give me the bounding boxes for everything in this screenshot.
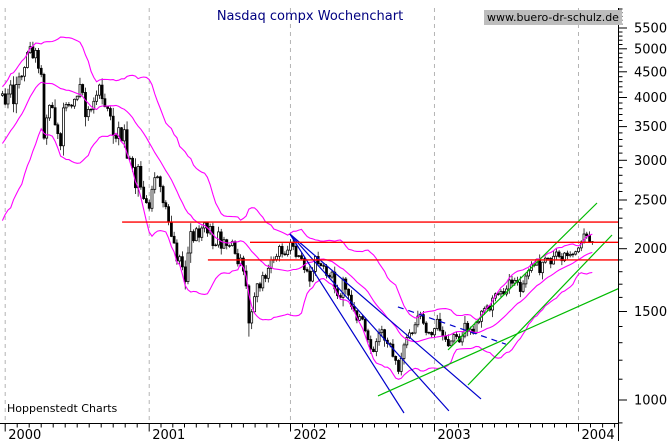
- trend-lines: [289, 202, 619, 414]
- resistance-levels: [122, 221, 619, 261]
- candlesticks: [1, 41, 594, 376]
- x-axis-year-label: 2000: [8, 428, 41, 441]
- trendline-rally-support: [377, 287, 619, 397]
- trendline-broken-support-dashed: [397, 306, 507, 345]
- bollinger-middle: [1, 81, 593, 343]
- y-axis-price-label: 5500: [634, 22, 667, 37]
- x-axis-year-label: 2001: [152, 428, 185, 441]
- y-axis-ticks: 1000 1500 2000 2500 3000 3500 4000 4500 5000 5500: [618, 8, 667, 424]
- y-axis-price-label: 1000: [634, 394, 667, 409]
- x-axis-year-label: 2003: [438, 428, 471, 441]
- plot-area: [1, 36, 619, 414]
- chart-title: Nasdaq compx Wochenchart: [216, 9, 404, 24]
- year-gridlines: [4, 8, 579, 424]
- y-axis-price-label: 1500: [634, 305, 667, 320]
- trendline-downtrend-fan-2: [289, 233, 450, 412]
- y-axis-price-label: 3000: [634, 154, 667, 169]
- y-axis-price-label: 2500: [634, 194, 667, 209]
- bollinger-lower: [1, 127, 593, 380]
- y-axis-price-label: 4000: [634, 91, 667, 106]
- x-axis-year-label: 2002: [294, 428, 327, 441]
- y-axis-price-label: 4500: [634, 65, 667, 80]
- trendline-rally-channel-upper: [447, 202, 598, 351]
- trendline-downtrend-fan-1: [289, 233, 405, 414]
- x-axis-year-label: 2004: [582, 428, 615, 441]
- bollinger-upper: [1, 36, 593, 320]
- x-axis-ticks: 2000 2001 2002 2003 2004: [4, 423, 616, 441]
- chart-provider-label: Hoppenstedt Charts: [7, 402, 118, 415]
- trendline-downtrend-fan-3: [289, 233, 482, 400]
- bollinger-bands: [1, 36, 593, 380]
- y-axis-price-label: 5000: [634, 42, 667, 57]
- y-axis-price-label: 2000: [634, 242, 667, 257]
- y-axis-price-label: 3500: [634, 120, 667, 135]
- watermark-badge: www.buero-dr-schulz.de: [484, 10, 622, 25]
- axes: [0, 8, 619, 441]
